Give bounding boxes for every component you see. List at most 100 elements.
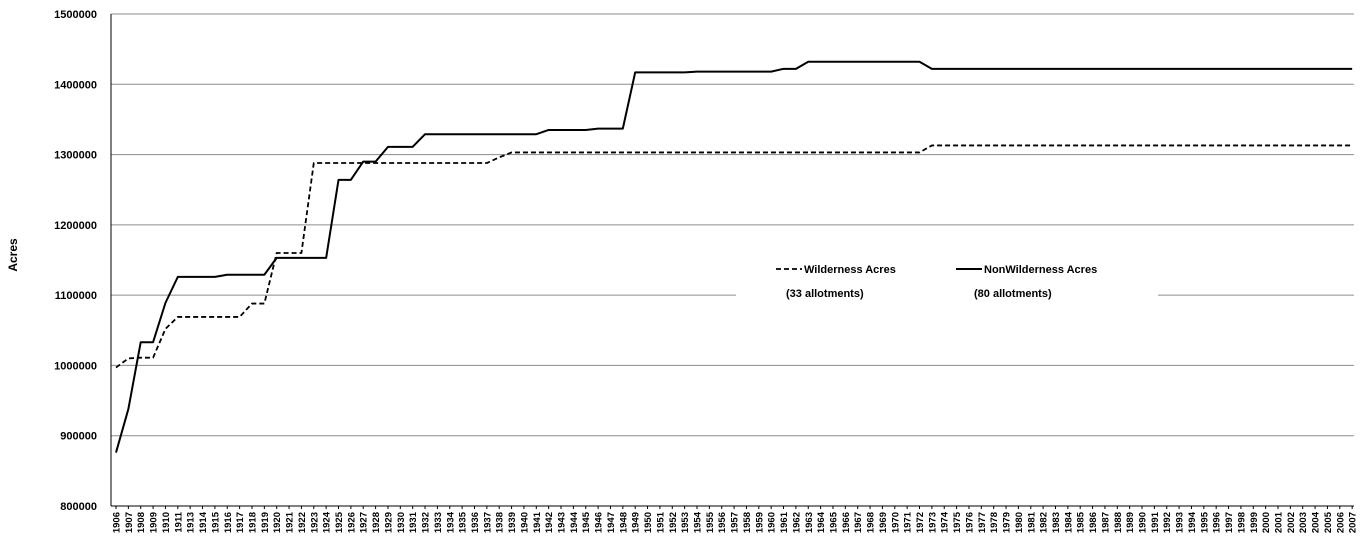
x-tick-label: 1974 [940,511,951,533]
x-tick-label: 1966 [841,512,852,533]
gridlines [111,13,1354,437]
x-tick-label: 1951 [655,511,666,533]
x-tick-label: 1923 [309,512,320,533]
x-tick-label: 1991 [1150,511,1161,533]
x-tick-label: 1937 [482,512,493,533]
legend-background [736,255,1158,307]
x-tick-label: 1946 [594,512,605,533]
x-tick-label: 1950 [643,512,654,533]
x-tick-label: 1988 [1113,512,1124,533]
x-tick-label: 1920 [272,512,283,533]
x-tick-label: 1949 [631,512,642,533]
x-tick-label: 1916 [223,512,234,533]
x-tick-label: 1977 [977,512,988,533]
x-tick-label: 1928 [371,512,382,533]
x-tick-label: 1964 [816,511,827,533]
x-tick-label: 1947 [606,512,617,533]
x-tick-label: 1982 [1039,512,1050,533]
x-tick-label: 1957 [730,512,741,533]
x-tick-label: 1910 [161,512,172,533]
series-line-wilderness [115,144,1353,369]
x-tick-label: 1922 [297,512,308,533]
x-tick-label: 1942 [544,512,555,533]
y-tick-label: 1000000 [54,360,97,372]
y-tick-label: 800000 [60,501,97,513]
x-tick-label: 2003 [1298,512,1309,533]
x-tick-label: 1967 [853,512,864,533]
x-tick-label: 1986 [1088,512,1099,533]
x-tick-label: 1917 [235,512,246,533]
x-tick-label: 1993 [1175,512,1186,533]
x-tick-label: 1959 [754,512,765,533]
x-tick-label: 2004 [1311,511,1322,533]
y-tick-label: 1500000 [54,9,97,21]
series-line-nonwilderness [115,60,1353,453]
legend-note-wilderness: (33 allotments) [786,288,864,300]
x-tick-label: 1979 [1002,512,1013,533]
x-tick-label: 1978 [989,512,1000,533]
y-tick-label: 1200000 [54,220,97,232]
x-tick-label: 1944 [569,511,580,533]
x-tick-label: 1969 [878,512,889,533]
x-tick-label: 1999 [1249,512,1260,533]
legend-note-nonwilderness: (80 allotments) [974,288,1052,300]
x-tick-label: 1980 [1014,512,1025,533]
x-tick-label: 2001 [1273,511,1284,533]
x-tick-label: 1973 [927,512,938,533]
x-tick-label: 1958 [742,512,753,533]
x-tick-label: 1971 [903,511,914,533]
x-tick-label: 1945 [581,511,592,533]
x-tick-label: 1939 [507,512,518,533]
legend-label-wilderness: Wilderness Acres [804,264,896,276]
y-tick-label: 900000 [60,431,97,443]
x-tick-label: 1938 [495,512,506,533]
x-tick-label: 1972 [915,512,926,533]
x-tick-label: 1952 [668,512,679,533]
x-tick-label: 1940 [519,512,530,533]
x-tick-label: 1953 [680,512,691,533]
y-axis-title: Acres [6,238,20,272]
x-tick-label: 1933 [433,512,444,533]
x-tick-label: 1970 [890,512,901,533]
x-tick-label: 2000 [1261,512,1272,533]
x-tick-label: 1985 [1076,511,1087,533]
x-tick-label: 1995 [1199,511,1210,533]
x-tick-label: 1919 [260,512,271,533]
x-tick-label: 1929 [383,512,394,533]
y-tick-label: 1400000 [54,79,97,91]
x-tick-label: 1954 [692,511,703,533]
x-tick-label: 1915 [210,511,221,533]
x-tick-label: 1994 [1187,511,1198,533]
x-tick-label: 1990 [1138,512,1149,533]
x-tick-label: 1936 [470,512,481,533]
x-tick-label: 1997 [1224,512,1235,533]
x-tick-label: 1989 [1125,512,1136,533]
x-tick-label: 2006 [1335,512,1346,533]
x-tick-label: 1911 [173,511,184,532]
x-tick-label: 1996 [1212,512,1223,533]
y-tick-label: 1100000 [55,290,97,302]
x-tick-label: 1992 [1162,512,1173,533]
x-tick-label: 1962 [791,512,802,533]
y-tick-label: 1300000 [54,150,97,162]
x-tick-label: 1924 [322,511,333,533]
x-tick-label: 1926 [346,512,357,533]
x-tick-label: 1914 [198,511,209,533]
x-tick-label: 1909 [149,512,160,533]
x-tick-label: 1906 [112,512,123,533]
x-tick-label: 1975 [952,511,963,533]
x-tick-label: 1913 [186,512,197,533]
x-tick-label: 2005 [1323,511,1334,533]
x-tick-label: 1930 [396,512,407,533]
x-tick-label: 1925 [334,511,345,533]
y-axis-ticks: 800000 900000 1000000 1100000 1200000 1300000… [54,9,97,513]
x-tick-label: 1981 [1026,511,1037,533]
x-tick-label: 1921 [285,511,296,533]
x-tick-label: 1961 [779,511,790,533]
x-tick-label: 1998 [1236,512,1247,533]
x-tick-label: 1987 [1100,512,1111,533]
x-tick-label: 1943 [557,512,568,533]
x-tick-label: 1927 [359,512,370,533]
x-tick-label: 1935 [458,511,469,533]
